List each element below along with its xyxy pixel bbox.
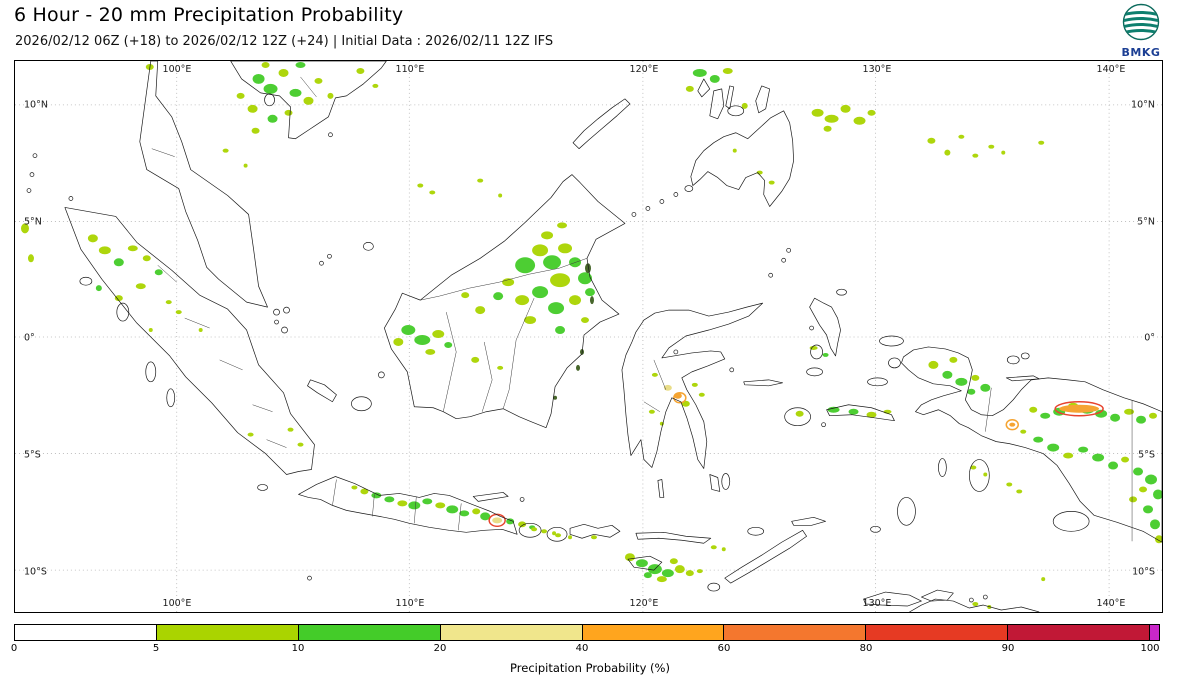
coastlines [26,61,1162,612]
colorbar-tick-label: 60 [717,643,731,654]
lat-label-left: 10°S [24,566,47,578]
bmkg-logo-label: BMKG [1121,46,1161,59]
colorbar-tick-label: 90 [1001,643,1015,654]
lat-label-right: 5°S [1138,449,1155,461]
admin-borders [151,76,1133,542]
colorbar [14,624,1160,641]
precipitation-map-svg [15,61,1162,612]
bmkg-globe-icon [1122,3,1160,41]
lon-label-top: 100°E [162,64,192,75]
lon-label-bottom: 110°E [395,598,425,609]
lat-label-right: 10°S [1132,566,1155,578]
lon-label-bottom: 120°E [629,598,659,609]
bmkg-logo: BMKG [1114,2,1168,59]
colorbar-tick-label: 40 [575,643,589,654]
colorbar-tick-label: 100 [1140,643,1160,654]
lat-label-right: 5°N [1137,216,1155,228]
colorbar-segment [1149,625,1159,640]
colorbar-tick-label: 20 [433,643,447,654]
colorbar-segment [581,625,724,640]
grid-lines [15,61,1162,612]
page-subtitle: 2026/02/12 06Z (+18) to 2026/02/12 12Z (… [15,34,554,49]
lon-label-top: 110°E [395,64,425,75]
colorbar-segment [865,625,1008,640]
colorbar-tick-label: 0 [10,643,18,654]
colorbar-segment [155,625,298,640]
colorbar-segment [297,625,440,640]
lat-label-left: 5°N [24,216,42,228]
lat-label-right: 10°N [1131,99,1155,111]
colorbar-segment [723,625,866,640]
lon-label-top: 140°E [1096,64,1126,75]
colorbar-tick-label: 5 [152,643,160,654]
colorbar-segment [439,625,582,640]
lat-label-right: 0° [1144,332,1155,344]
colorbar-segment [1007,625,1149,640]
lon-label-top: 130°E [862,64,892,75]
map-canvas: 100°E 110°E 120°E 130°E 140°E 100°E 110°… [14,60,1163,613]
colorbar-ticks: 0 5 10 20 40 60 80 90 100 [10,643,1160,657]
lon-label-bottom: 100°E [162,598,192,609]
precipitation-blobs [20,61,1162,610]
colorbar-tick-label: 10 [291,643,305,654]
lat-label-left: 10°N [24,99,48,111]
colorbar-title: Precipitation Probability (%) [510,661,670,675]
lon-label-top: 120°E [629,64,659,75]
lon-label-bottom: 130°E [862,598,892,609]
lat-label-left: 0° [24,332,35,344]
lat-label-left: 5°S [24,449,41,461]
page-title: 6 Hour - 20 mm Precipitation Probability [14,4,404,26]
colorbar-tick-label: 80 [859,643,873,654]
lon-label-bottom: 140°E [1096,598,1126,609]
colorbar-segment [15,625,156,640]
